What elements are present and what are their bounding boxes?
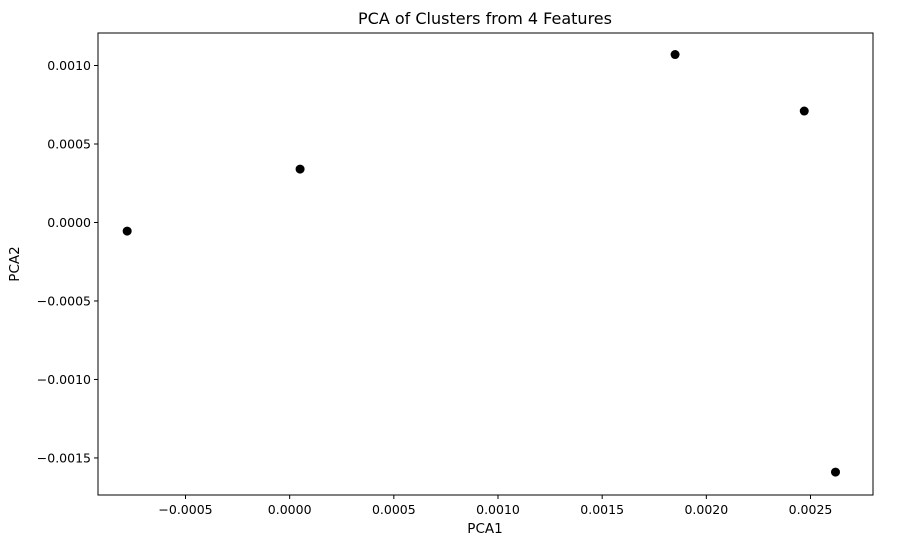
data-point (799, 106, 809, 116)
data-points (122, 50, 840, 477)
x-axis-ticks: −0.0005 0.0000 0.0005 0.0010 0.0015 0.0020 0.0… (158, 495, 832, 517)
x-tick-label: 0.0025 (789, 502, 833, 517)
plot-area (97, 32, 874, 496)
x-tick-label: 0.0000 (268, 502, 312, 517)
y-axis-ticks: −0.0015 −0.0010 −0.0005 0.0000 0.0005 0.0010 (37, 58, 98, 465)
x-tick-label: 0.0020 (684, 502, 728, 517)
x-tick-label: 0.0010 (476, 502, 520, 517)
y-axis-label: PCA2 (7, 246, 23, 281)
y-tick-label: −0.0005 (37, 293, 91, 308)
chart-title: PCA of Clusters from 4 Features (358, 9, 612, 28)
y-tick-label: 0.0005 (47, 136, 91, 151)
y-tick-label: −0.0010 (37, 372, 91, 387)
x-tick-label: 0.0015 (580, 502, 624, 517)
data-point (831, 467, 840, 477)
data-point (670, 50, 680, 60)
x-axis-label: PCA1 (467, 521, 502, 537)
data-point (295, 164, 305, 174)
y-tick-label: −0.0015 (37, 450, 91, 465)
plot-frame (97, 32, 874, 496)
y-tick-label: 0.0000 (47, 215, 91, 230)
x-tick-label: 0.0005 (372, 502, 416, 517)
x-tick-label: −0.0005 (158, 502, 212, 517)
data-point (122, 226, 132, 236)
y-tick-label: 0.0010 (47, 58, 91, 73)
